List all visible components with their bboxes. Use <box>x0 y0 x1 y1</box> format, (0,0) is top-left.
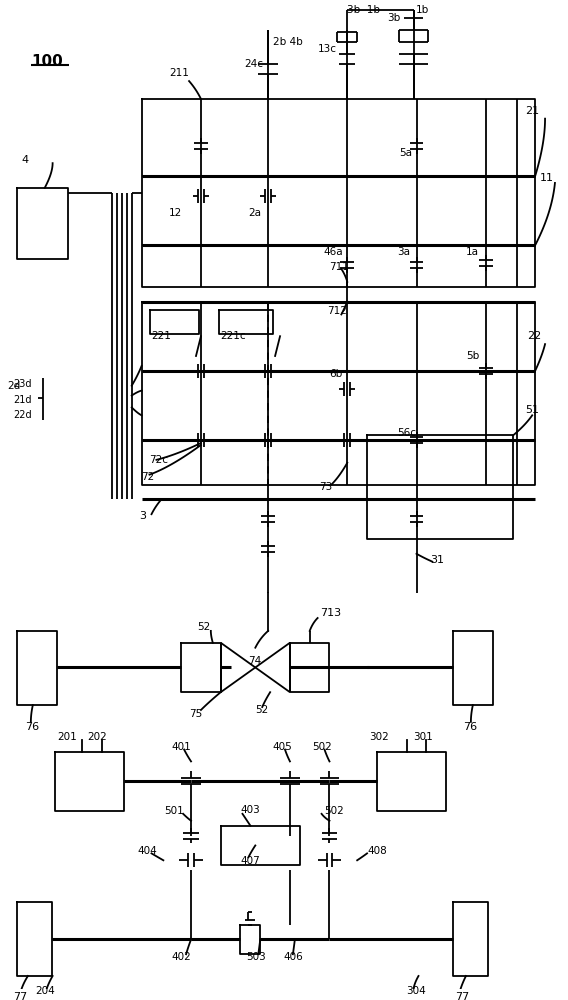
Text: 711: 711 <box>329 262 349 272</box>
Text: 51: 51 <box>525 405 539 415</box>
Text: 5b: 5b <box>466 351 479 361</box>
Text: 24c: 24c <box>244 59 264 69</box>
Text: 76: 76 <box>463 722 477 732</box>
Text: 3b: 3b <box>387 13 400 23</box>
Text: 56c: 56c <box>396 428 416 438</box>
Text: 100: 100 <box>31 54 62 69</box>
Text: 407: 407 <box>240 856 260 866</box>
Text: 2b 4b: 2b 4b <box>273 37 303 47</box>
Text: 403: 403 <box>240 805 260 815</box>
Text: 75: 75 <box>189 709 202 719</box>
Text: 5a: 5a <box>399 148 412 158</box>
Text: 301: 301 <box>414 732 433 742</box>
Text: 204: 204 <box>35 986 55 996</box>
Text: 502: 502 <box>312 742 332 752</box>
Text: 46a: 46a <box>324 247 343 257</box>
Text: 77: 77 <box>13 992 27 1000</box>
Text: 72c: 72c <box>149 455 169 465</box>
Text: 31: 31 <box>431 555 444 565</box>
Text: 4: 4 <box>21 155 28 165</box>
Text: 52: 52 <box>256 705 269 715</box>
Text: 76: 76 <box>25 722 39 732</box>
Text: 2d: 2d <box>7 381 20 391</box>
Text: 21: 21 <box>525 106 540 116</box>
Text: 12: 12 <box>169 208 182 218</box>
Text: 1b: 1b <box>416 5 429 15</box>
Text: 406: 406 <box>283 952 303 962</box>
Text: 712: 712 <box>328 306 348 316</box>
Text: 402: 402 <box>172 952 191 962</box>
Text: 201: 201 <box>57 732 77 742</box>
Text: 221: 221 <box>152 331 172 341</box>
Text: 404: 404 <box>137 846 157 856</box>
Text: 52: 52 <box>197 622 210 632</box>
Text: 304: 304 <box>407 986 427 996</box>
Text: 77: 77 <box>455 992 469 1000</box>
Text: 302: 302 <box>369 732 389 742</box>
Text: 221c: 221c <box>221 331 247 341</box>
Text: 3b  1b: 3b 1b <box>347 5 381 15</box>
Text: 72: 72 <box>141 472 155 482</box>
Text: 3: 3 <box>140 511 147 521</box>
Text: 501: 501 <box>164 806 184 816</box>
Text: 23d: 23d <box>13 379 32 389</box>
Text: 503: 503 <box>247 952 266 962</box>
Text: 74: 74 <box>248 656 262 666</box>
Text: 13c: 13c <box>318 44 337 54</box>
Text: 405: 405 <box>272 742 292 752</box>
Text: 502: 502 <box>324 806 344 816</box>
Text: 401: 401 <box>172 742 191 752</box>
Text: 3a: 3a <box>396 247 410 257</box>
Text: 6b: 6b <box>329 369 343 379</box>
Text: 1a: 1a <box>466 247 479 257</box>
Text: 22d: 22d <box>13 410 32 420</box>
Text: 408: 408 <box>367 846 387 856</box>
Text: 713: 713 <box>320 608 341 618</box>
Text: 73: 73 <box>320 482 333 492</box>
Text: 202: 202 <box>87 732 107 742</box>
Text: 21d: 21d <box>13 395 32 405</box>
Text: 211: 211 <box>169 68 189 78</box>
Text: 2a: 2a <box>248 208 261 218</box>
Text: 11: 11 <box>540 173 554 183</box>
Text: 22: 22 <box>527 331 541 341</box>
